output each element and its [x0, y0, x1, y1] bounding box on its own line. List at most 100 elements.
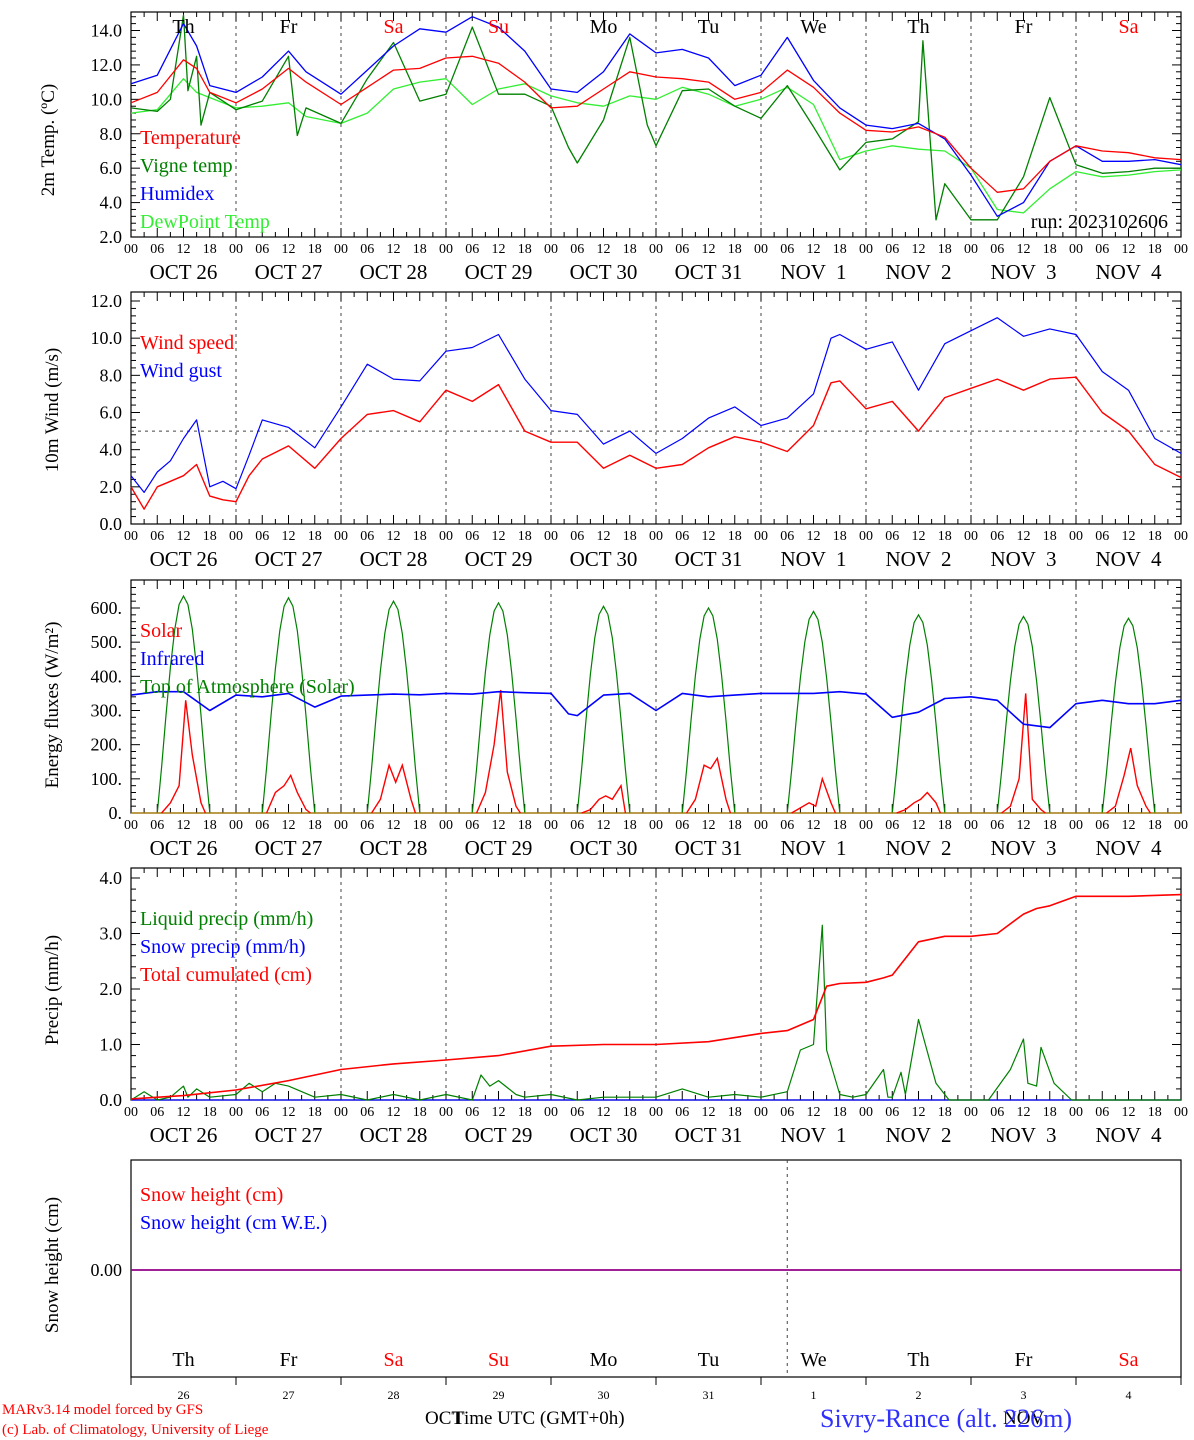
day-label: OCT 29 — [465, 1123, 533, 1147]
hour-tick-label: 18 — [623, 242, 637, 257]
hour-tick-label: 06 — [465, 1105, 479, 1120]
hour-tick-label: 00 — [439, 818, 453, 833]
footer-lab-credit: (c) Lab. of Climatology, University of L… — [2, 1422, 269, 1438]
hour-tick-label: 06 — [1095, 818, 1109, 833]
day-label: NOV 4 — [1095, 260, 1162, 284]
hour-tick-label: 12 — [387, 818, 401, 833]
hour-tick-label: 06 — [465, 242, 479, 257]
y-tick-label: 3.0 — [100, 924, 123, 944]
day-label: NOV 3 — [990, 547, 1056, 571]
hour-tick-label: 18 — [833, 529, 847, 544]
day-label: NOV 4 — [1095, 836, 1162, 860]
hour-tick-label: 12 — [1017, 1105, 1031, 1120]
series-line-top-of-atmosphere-solar — [156, 594, 211, 814]
footer-xlabel: Time UTC (GMT+0h) — [453, 1408, 625, 1429]
run-annotation: run: 2023102606 — [1031, 211, 1168, 233]
hour-tick-label: 00 — [859, 818, 873, 833]
weekday-label: Sa — [384, 16, 404, 38]
hour-tick-label: 12 — [702, 242, 716, 257]
series-line-solar — [161, 700, 207, 814]
hour-tick-label: 18 — [308, 529, 322, 544]
series-line-top-of-atmosphere-solar — [786, 610, 841, 814]
legend-entry: Solar — [140, 620, 183, 642]
series-line-temperature — [130, 55, 1182, 193]
day-label: OCT 26 — [150, 260, 218, 284]
day-label: OCT 26 — [150, 836, 218, 860]
hour-tick-label: 06 — [1095, 529, 1109, 544]
weekday-label: We — [800, 1349, 826, 1371]
hour-tick-label: 00 — [754, 529, 768, 544]
hour-tick-label: 00 — [229, 1105, 243, 1120]
hour-tick-label: 18 — [308, 818, 322, 833]
weekday-label: Tu — [698, 1349, 720, 1371]
hour-tick-label: 18 — [728, 529, 742, 544]
weekday-label: Sa — [1119, 16, 1139, 38]
hour-tick-label: 06 — [360, 1105, 374, 1120]
y-axis-label: 2m Temp. (ºC) — [38, 84, 59, 196]
day-label: NOV 2 — [885, 547, 951, 571]
hour-tick-label: 06 — [570, 529, 584, 544]
series-line-top-of-atmosphere-solar — [891, 613, 946, 814]
day-number-label: 2 — [916, 1388, 922, 1402]
series-line-wind-gust — [130, 317, 1182, 493]
legend-entry: Total cumulated (cm) — [140, 964, 312, 986]
legend-entry: Snow height (cm) — [140, 1184, 283, 1206]
y-tick-label: 10.0 — [91, 328, 123, 348]
hour-tick-label: 12 — [1017, 529, 1031, 544]
y-axis-label: 10m Wind (m/s) — [42, 348, 63, 473]
day-label: OCT 29 — [465, 260, 533, 284]
hour-tick-label: 12 — [282, 242, 296, 257]
hour-tick-label: 12 — [702, 529, 716, 544]
hour-tick-label: 18 — [833, 1105, 847, 1120]
y-tick-label: 14.0 — [91, 21, 123, 41]
day-number-label: 4 — [1126, 1388, 1132, 1402]
hour-tick-label: 00 — [124, 242, 138, 257]
weekday-label: Fr — [1015, 16, 1033, 38]
hour-tick-label: 00 — [1174, 242, 1188, 257]
day-label: NOV 4 — [1095, 547, 1162, 571]
hour-tick-label: 12 — [282, 529, 296, 544]
series-line-total-cumulated-cm — [130, 893, 1182, 1100]
weekday-label: Th — [907, 1349, 929, 1371]
weekday-label: Sa — [384, 1349, 404, 1371]
hour-tick-label: 00 — [229, 242, 243, 257]
hour-tick-label: 18 — [938, 1105, 952, 1120]
y-tick-label: 600. — [91, 598, 123, 618]
hour-tick-label: 00 — [544, 1105, 558, 1120]
hour-tick-label: 06 — [675, 529, 689, 544]
hour-tick-label: 18 — [623, 818, 637, 833]
day-label: NOV 1 — [780, 836, 846, 860]
y-tick-label: 2.0 — [100, 979, 123, 999]
y-tick-label: 10.0 — [91, 89, 123, 109]
series-line-top-of-atmosphere-solar — [996, 615, 1051, 814]
hour-tick-label: 18 — [1148, 529, 1162, 544]
hour-tick-label: 18 — [518, 529, 532, 544]
hour-tick-label: 18 — [518, 1105, 532, 1120]
hour-tick-label: 06 — [360, 242, 374, 257]
footer-location: Sivry-Rance (alt. 226m) — [820, 1404, 1072, 1433]
hour-tick-label: 06 — [150, 529, 164, 544]
hour-tick-label: 12 — [492, 242, 506, 257]
hour-tick-label: 12 — [492, 529, 506, 544]
legend-entry: Snow height (cm W.E.) — [140, 1212, 327, 1234]
hour-tick-label: 18 — [833, 242, 847, 257]
hour-tick-label: 00 — [334, 529, 348, 544]
hour-tick-label: 12 — [1122, 1105, 1136, 1120]
hour-tick-label: 06 — [990, 529, 1004, 544]
hour-tick-label: 06 — [885, 529, 899, 544]
hour-tick-label: 06 — [780, 818, 794, 833]
hour-tick-label: 12 — [1017, 242, 1031, 257]
y-tick-label: 500. — [91, 632, 123, 652]
day-label: OCT 29 — [465, 547, 533, 571]
hour-tick-label: 00 — [754, 818, 768, 833]
hour-tick-label: 00 — [964, 242, 978, 257]
y-tick-label: 1.0 — [100, 1035, 123, 1055]
hour-tick-label: 18 — [1148, 242, 1162, 257]
hour-tick-label: 06 — [990, 818, 1004, 833]
day-label: OCT 26 — [150, 547, 218, 571]
day-label: OCT 27 — [255, 1123, 323, 1147]
hour-tick-label: 06 — [780, 529, 794, 544]
hour-tick-label: 06 — [255, 1105, 269, 1120]
hour-tick-label: 00 — [124, 1105, 138, 1120]
y-tick-label: 2.0 — [100, 477, 123, 497]
